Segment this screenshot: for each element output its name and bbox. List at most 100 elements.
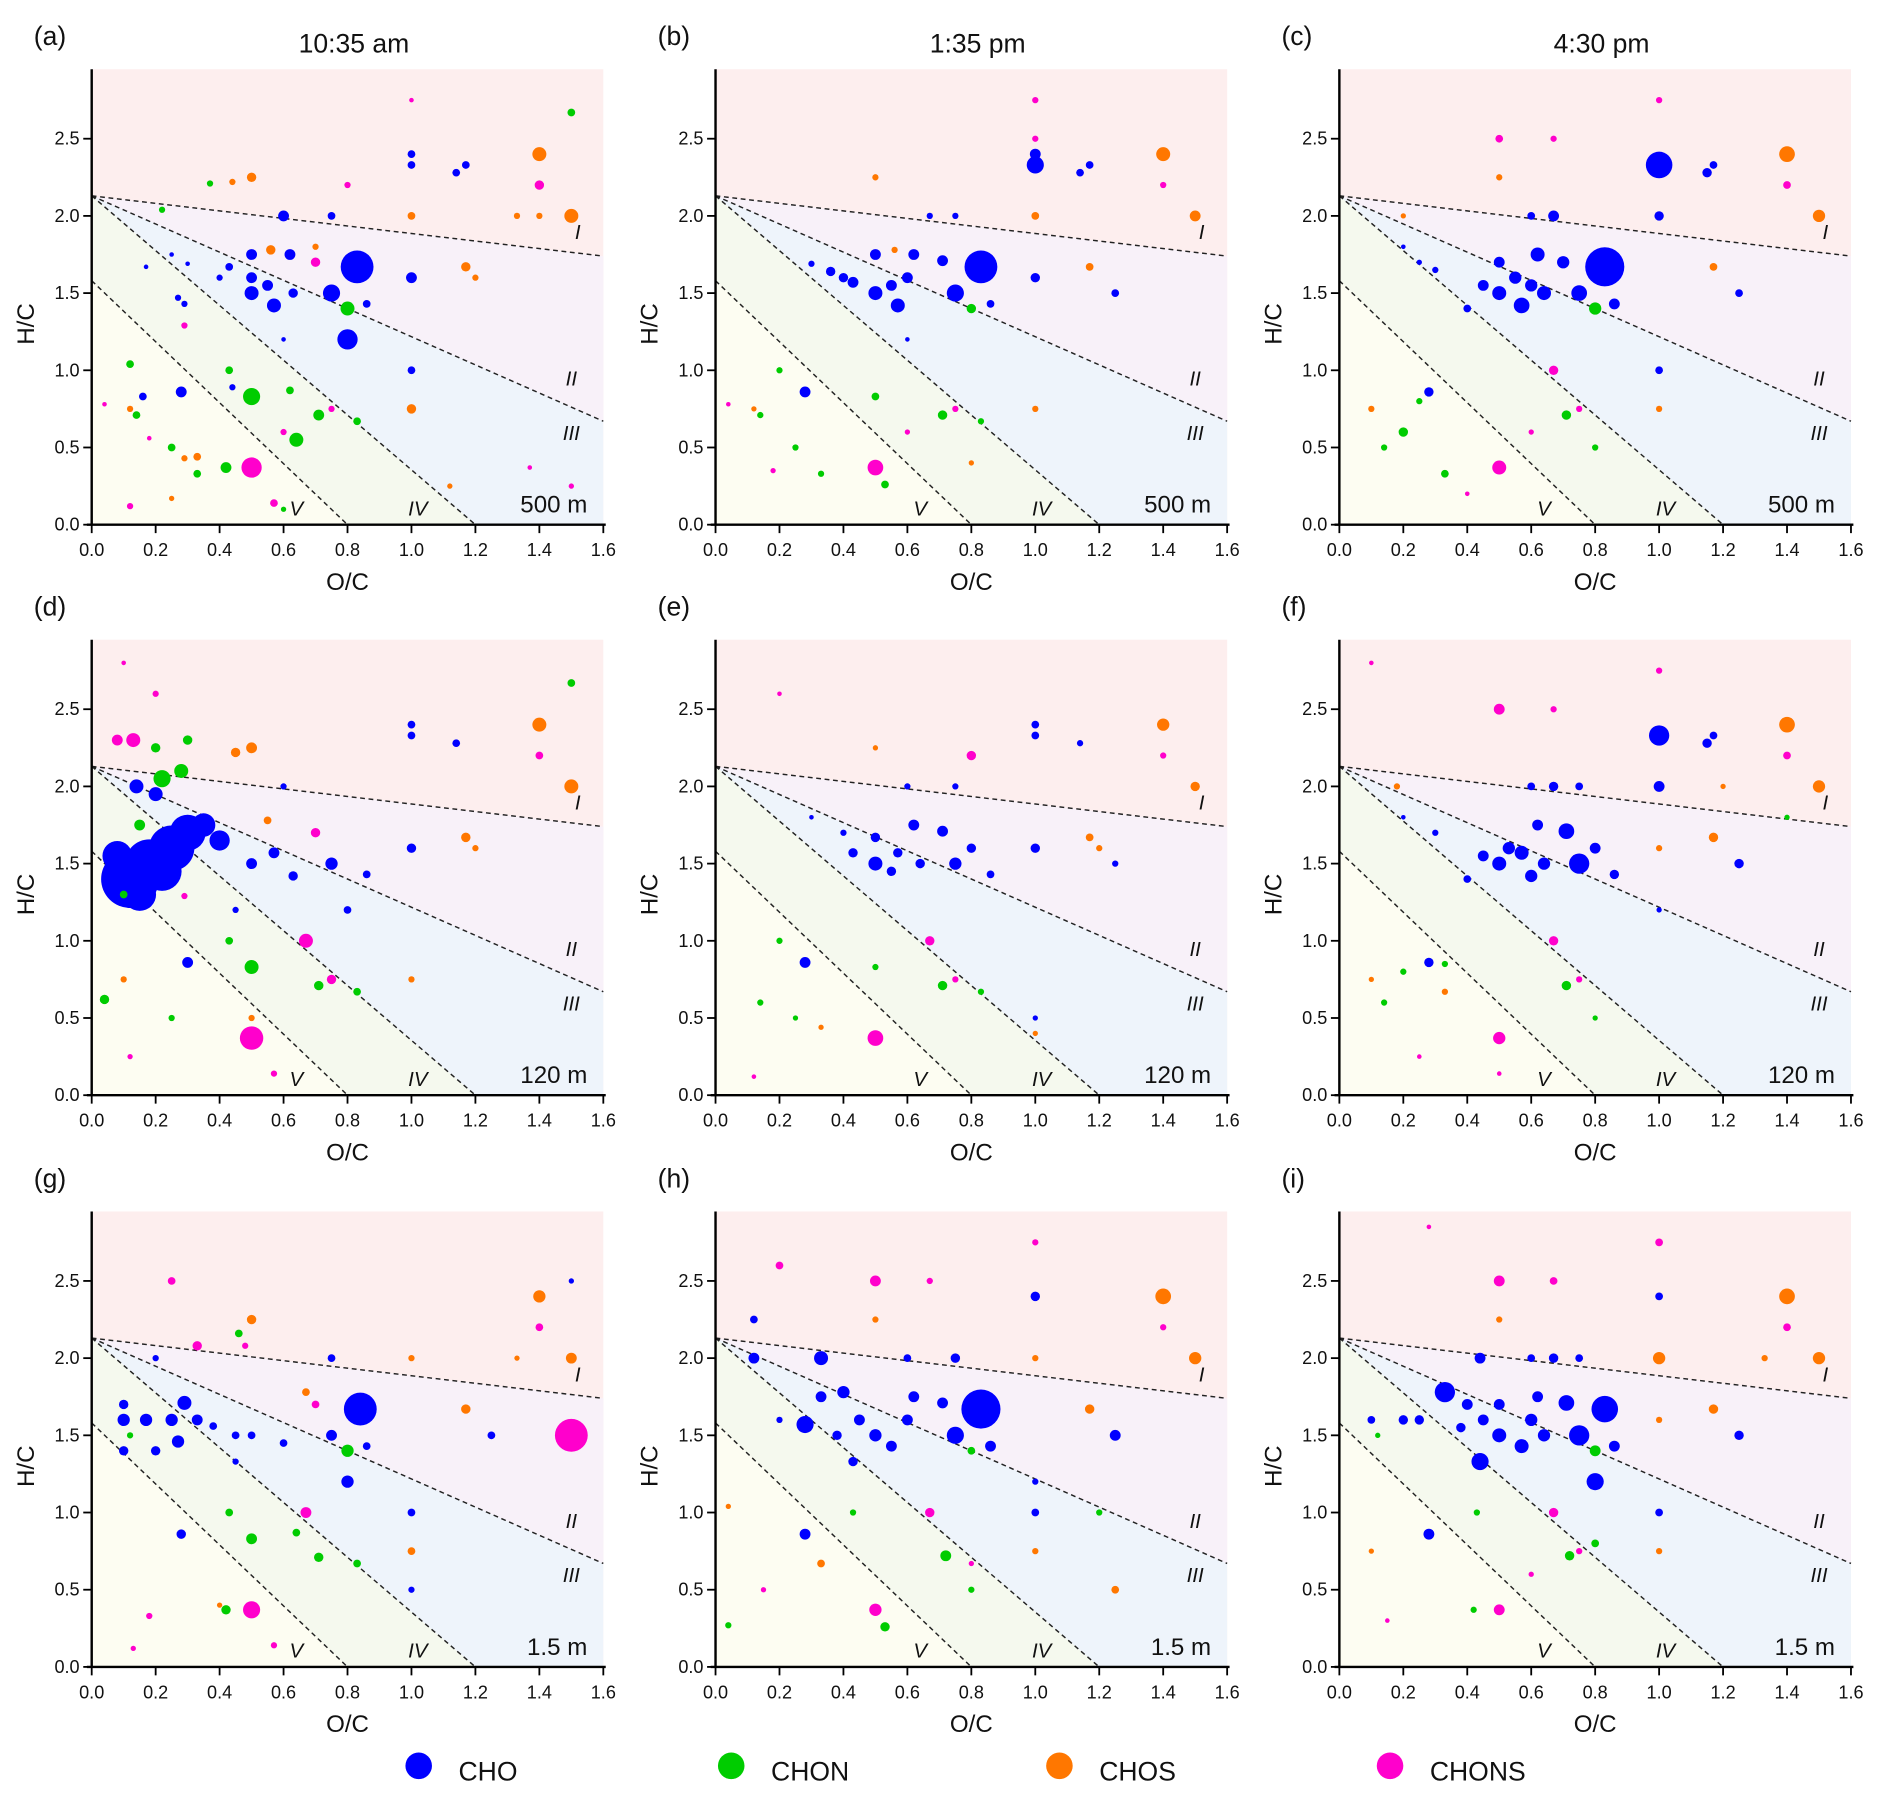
point-chos bbox=[1761, 1354, 1768, 1362]
point-chos bbox=[1812, 1351, 1826, 1365]
point-chos bbox=[514, 1355, 520, 1361]
point-chons bbox=[300, 1507, 312, 1518]
point-chons bbox=[1576, 1547, 1583, 1555]
point-chos bbox=[968, 460, 974, 466]
point-cho bbox=[1525, 869, 1538, 883]
point-cho bbox=[937, 1397, 948, 1409]
point-chon bbox=[99, 994, 110, 1005]
point-chons bbox=[904, 429, 911, 435]
point-chon bbox=[792, 1015, 799, 1021]
point-chos bbox=[1155, 1288, 1172, 1305]
point-cho bbox=[903, 1354, 912, 1362]
point-chon bbox=[1375, 1432, 1381, 1438]
point-chon bbox=[1564, 1551, 1575, 1561]
x-tick-label: 0.2 bbox=[767, 540, 792, 560]
y-tick-label: 2.5 bbox=[1302, 1271, 1327, 1291]
point-cho bbox=[171, 1435, 185, 1448]
point-cho bbox=[231, 1431, 240, 1440]
point-chon bbox=[881, 480, 889, 489]
point-chos bbox=[246, 172, 257, 183]
x-tick-label: 0.0 bbox=[1327, 1111, 1352, 1131]
x-tick-label: 1.2 bbox=[1087, 540, 1112, 560]
point-cho bbox=[1548, 781, 1559, 792]
point-cho bbox=[181, 300, 188, 308]
point-chon bbox=[1561, 410, 1572, 420]
point-cho bbox=[1434, 1381, 1456, 1403]
y-tick-label: 2.0 bbox=[1302, 206, 1327, 226]
point-chos bbox=[891, 246, 898, 254]
point-chon bbox=[757, 411, 764, 419]
x-tick-label: 0.4 bbox=[1455, 1111, 1480, 1131]
point-chon bbox=[1592, 444, 1599, 451]
x-tick-label: 1.0 bbox=[1647, 1682, 1672, 1702]
point-cho bbox=[1463, 875, 1472, 883]
x-tick-label: 0.0 bbox=[1327, 540, 1352, 560]
point-cho bbox=[406, 843, 417, 853]
point-cho bbox=[893, 848, 903, 858]
point-chos bbox=[248, 1014, 255, 1022]
point-cho bbox=[1548, 1353, 1559, 1363]
x-axis-title: O/C bbox=[950, 1711, 993, 1738]
x-tick-label: 0.2 bbox=[767, 1111, 792, 1131]
legend: CHO CHON CHOS CHONS bbox=[405, 1752, 1526, 1786]
boundary-line-2 bbox=[91, 765, 604, 993]
region-IV bbox=[715, 766, 1100, 1096]
y-tick-label: 0.5 bbox=[1302, 1008, 1327, 1028]
point-chos bbox=[1189, 210, 1201, 222]
point-cho bbox=[901, 1414, 913, 1426]
point-cho bbox=[246, 249, 258, 260]
legend-label: CHOS bbox=[1099, 1756, 1176, 1786]
region-label: V bbox=[1537, 1640, 1553, 1663]
point-chos bbox=[312, 243, 319, 250]
legend-marker bbox=[717, 1752, 745, 1780]
point-cho bbox=[406, 272, 417, 284]
point-chons bbox=[1528, 1571, 1534, 1577]
point-chos bbox=[230, 747, 241, 758]
point-cho bbox=[1076, 168, 1084, 177]
x-tick-label: 1.4 bbox=[1774, 1682, 1799, 1702]
point-cho bbox=[937, 825, 948, 837]
point-chon bbox=[158, 206, 166, 213]
point-chons bbox=[869, 1275, 881, 1287]
point-cho bbox=[139, 1413, 153, 1427]
point-cho bbox=[341, 1475, 354, 1488]
point-cho bbox=[1030, 272, 1040, 283]
point-chon bbox=[1380, 444, 1388, 451]
point-cho bbox=[1655, 1508, 1663, 1517]
point-chons bbox=[181, 892, 188, 900]
point-cho bbox=[1537, 286, 1552, 301]
boundary-line-1 bbox=[715, 1337, 1228, 1400]
point-chons bbox=[869, 1603, 882, 1616]
x-tick-label: 1.6 bbox=[1215, 1111, 1240, 1131]
point-cho bbox=[1655, 366, 1663, 375]
y-tick-label: 0.0 bbox=[1302, 515, 1327, 535]
point-cho bbox=[986, 870, 995, 879]
point-chos bbox=[1368, 1548, 1374, 1554]
point-chons bbox=[239, 1026, 264, 1050]
point-chons bbox=[1493, 1031, 1506, 1045]
point-cho bbox=[1575, 1354, 1584, 1362]
point-cho bbox=[266, 298, 281, 313]
depth-label: 120 m bbox=[1768, 1062, 1835, 1089]
point-chos bbox=[302, 1388, 310, 1396]
x-tick-label: 0.6 bbox=[895, 1111, 920, 1131]
point-cho bbox=[870, 832, 881, 843]
point-chons bbox=[1492, 460, 1507, 475]
point-cho bbox=[915, 858, 925, 869]
point-chon bbox=[937, 980, 948, 991]
region-label: I bbox=[1199, 1363, 1205, 1386]
region-IV bbox=[1339, 766, 1724, 1096]
point-chon bbox=[292, 1528, 301, 1537]
x-tick-label: 0.4 bbox=[831, 1682, 856, 1702]
x-tick-label: 0.8 bbox=[335, 1682, 360, 1702]
point-cho bbox=[1537, 857, 1551, 870]
point-chos bbox=[1720, 783, 1726, 790]
point-chons bbox=[926, 1277, 933, 1285]
panel-g: 0.0 0.2 0.4 0.6 0.8 1.0 1.2 1.4 1.6 0.0 0.5 1.0 1.5 2… bbox=[13, 1163, 616, 1738]
x-tick-label: 0.6 bbox=[271, 540, 296, 560]
point-cho bbox=[1414, 1415, 1425, 1425]
point-chos bbox=[1400, 213, 1406, 219]
panel-letter: (b) bbox=[658, 21, 690, 51]
point-cho bbox=[837, 1385, 850, 1399]
y-tick-label: 1.5 bbox=[54, 283, 79, 303]
